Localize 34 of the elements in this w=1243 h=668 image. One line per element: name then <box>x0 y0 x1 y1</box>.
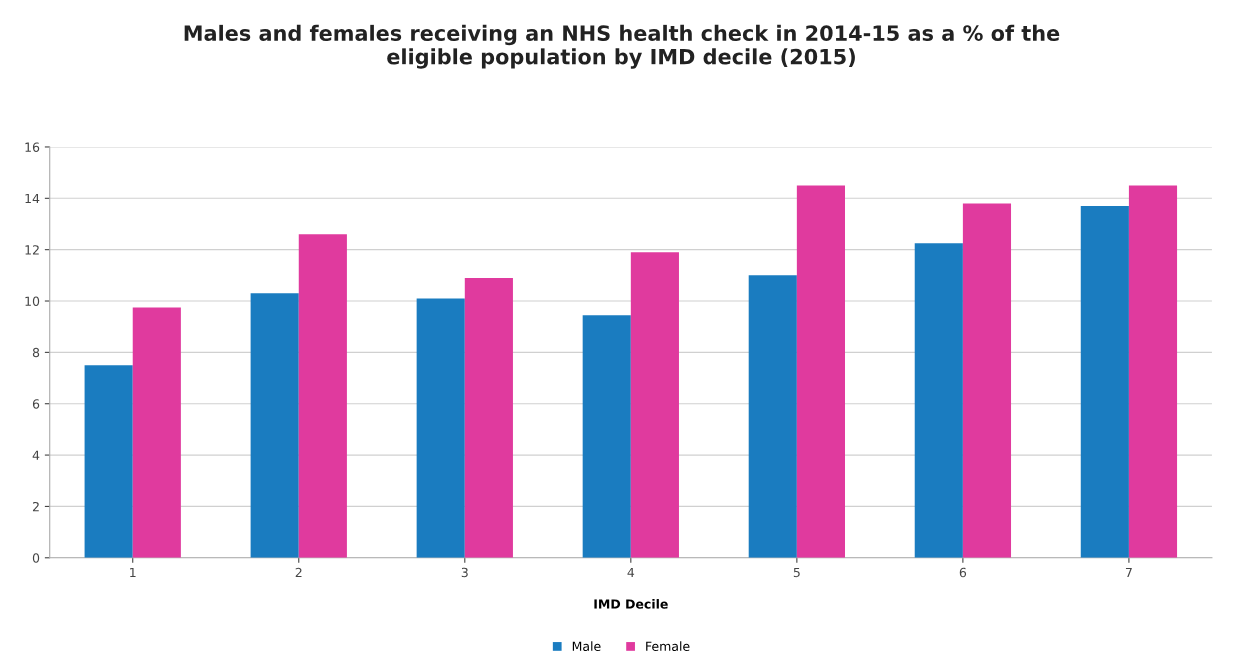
bar <box>630 252 679 558</box>
x-tick-label: 2 <box>295 567 302 577</box>
bar <box>1080 206 1129 558</box>
x-tick-label: 1 <box>130 567 136 577</box>
y-tick-label: 12 <box>25 245 39 255</box>
x-tick-label: 6 <box>959 567 967 578</box>
y-tick-label: 10 <box>25 296 40 306</box>
x-tick-label: 7 <box>1125 567 1132 577</box>
bar <box>464 277 513 558</box>
legend-label: Female <box>646 641 690 651</box>
bar <box>582 315 631 558</box>
y-tick-label: 2 <box>32 501 39 512</box>
x-tick-label: 4 <box>627 567 635 577</box>
bar <box>84 365 133 558</box>
x-tick-label: 5 <box>793 567 800 578</box>
y-tick-label: 0 <box>32 553 40 563</box>
bar <box>1128 185 1178 558</box>
legend-label: Male <box>572 641 601 651</box>
bar <box>132 307 181 558</box>
bar <box>250 293 299 558</box>
bar <box>416 298 465 558</box>
chart-title: Males and females receiving an NHS health check in 2014-15 as a % of the eligible population by IMD decile (2015) <box>184 24 1060 69</box>
bar <box>962 203 1012 558</box>
bar <box>748 275 797 558</box>
x-axis-title: IMD Decile <box>594 599 668 609</box>
y-tick-label: 8 <box>32 347 40 358</box>
x-tick-label: 3 <box>461 567 468 578</box>
y-tick-label: 16 <box>25 142 40 152</box>
bar <box>914 243 963 558</box>
y-tick-label: 4 <box>32 450 40 460</box>
bar <box>796 185 845 558</box>
y-tick-label: 14 <box>25 193 40 204</box>
bar <box>298 234 347 558</box>
y-tick-label: 6 <box>32 399 40 409</box>
